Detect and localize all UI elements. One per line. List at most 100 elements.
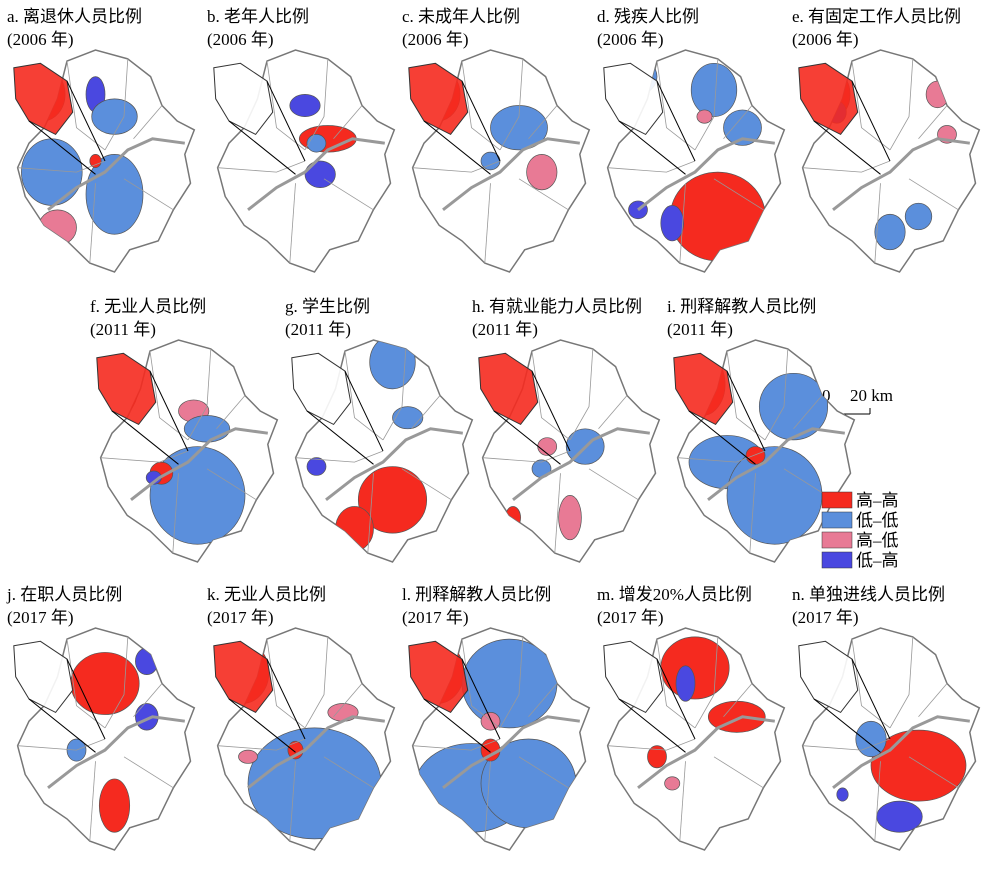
cluster: [925, 80, 950, 109]
boundary: [382, 348, 407, 441]
cluster: [149, 446, 246, 545]
leader: [228, 120, 296, 175]
cluster: [723, 109, 762, 146]
boundary: [713, 178, 764, 211]
map-panel: d. 残疾人比例 (2006 年): [597, 7, 786, 273]
boundary: [793, 395, 823, 430]
boundary: [528, 105, 558, 140]
leader: [726, 370, 766, 452]
boundary: [484, 183, 491, 264]
boundary: [206, 468, 257, 501]
boundary: [723, 683, 753, 718]
leader: [656, 80, 696, 162]
boundary: [216, 395, 246, 430]
cluster: [537, 437, 558, 456]
boundary: [411, 395, 441, 430]
panel-year: (2017 年): [792, 608, 859, 627]
boundary: [172, 473, 179, 554]
leader: [28, 120, 96, 175]
panel-year: (2006 年): [207, 30, 274, 49]
panel-title: i. 刑释解教人员比例: [667, 297, 816, 316]
leader: [423, 120, 491, 175]
boundary: [66, 61, 106, 151]
boundary: [412, 738, 501, 751]
leader: [493, 410, 561, 465]
leader: [461, 80, 501, 162]
panel-year: (2006 年): [402, 30, 469, 49]
inset: [673, 352, 734, 426]
cluster: [690, 62, 738, 117]
boundary: [908, 178, 959, 211]
boundary: [461, 639, 501, 729]
cluster: [745, 446, 766, 465]
leader: [618, 698, 686, 753]
leader: [149, 370, 189, 452]
map-panel: c. 未成年人比例 (2006 年): [402, 7, 591, 273]
river: [47, 137, 186, 211]
boundary: [607, 160, 696, 173]
inset: [798, 62, 859, 136]
leader: [28, 698, 96, 753]
river: [832, 137, 971, 211]
panel-year: (2006 年): [792, 30, 859, 49]
river: [247, 137, 386, 211]
river: [47, 715, 186, 789]
inset: [13, 640, 74, 714]
boundary: [749, 473, 756, 554]
river: [832, 715, 971, 789]
boundary: [149, 351, 189, 441]
leader: [851, 658, 891, 740]
map-panel: k. 无业人员比例 (2017 年): [207, 585, 396, 851]
boundary: [304, 58, 329, 151]
panel-title: h. 有就业能力人员比例: [472, 297, 642, 316]
panel-year: (2017 年): [597, 608, 664, 627]
panel-year: (2011 年): [90, 320, 156, 339]
cluster: [669, 171, 766, 262]
map-panel: j. 在职人员比例 (2017 年): [6, 585, 196, 851]
cluster: [369, 340, 416, 390]
boundary: [100, 450, 189, 463]
panel-year: (2017 年): [402, 608, 469, 627]
boundary: [518, 756, 569, 789]
cluster: [461, 638, 558, 729]
boundary: [104, 636, 129, 729]
map-panel: n. 单独进线人员比例 (2017 年): [792, 585, 981, 851]
panel-title: e. 有固定工作人员比例: [792, 7, 961, 26]
boundary: [588, 468, 639, 501]
cluster: [135, 647, 159, 675]
boundary: [295, 450, 384, 463]
inset: [96, 352, 157, 426]
boundary: [187, 348, 212, 441]
boundary: [133, 105, 163, 140]
leader: [111, 410, 179, 465]
boundary: [656, 61, 696, 151]
legend-label: 高–低: [856, 531, 899, 550]
boundary: [484, 761, 491, 842]
leader: [344, 370, 384, 452]
leader: [266, 80, 306, 162]
inset: [13, 62, 74, 136]
panel-year: (2006 年): [597, 30, 664, 49]
leader: [423, 698, 491, 753]
cluster: [490, 105, 548, 151]
boundary: [851, 61, 891, 151]
boundary: [289, 183, 296, 264]
boundary: [323, 178, 374, 211]
map-panel: i. 刑释解教人员比例 (2011 年): [667, 297, 856, 563]
boundary: [726, 351, 766, 441]
leader: [813, 120, 881, 175]
cluster: [664, 776, 681, 791]
boundary: [104, 58, 129, 151]
legend-label: 低–低: [856, 511, 899, 530]
river: [325, 427, 464, 501]
boundary: [304, 636, 329, 729]
boundary: [569, 348, 594, 441]
boundary: [918, 105, 948, 140]
cluster: [836, 787, 849, 802]
scale-start: 0: [822, 386, 831, 405]
leader: [531, 370, 571, 452]
cluster: [855, 720, 887, 758]
panel-title: d. 残疾人比例: [597, 7, 699, 26]
boundary: [123, 756, 174, 789]
boundary: [802, 160, 891, 173]
